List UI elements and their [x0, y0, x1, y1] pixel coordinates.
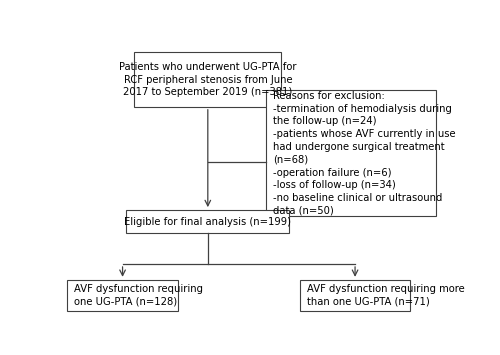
Text: Eligible for final analysis (n=199): Eligible for final analysis (n=199) [124, 217, 292, 226]
FancyBboxPatch shape [266, 91, 436, 216]
Text: AVF dysfunction requiring
one UG-PTA (n=128): AVF dysfunction requiring one UG-PTA (n=… [74, 284, 204, 307]
FancyBboxPatch shape [300, 280, 410, 311]
Text: Patients who underwent UG-PTA for
RCF peripheral stenosis from June
2017 to Sept: Patients who underwent UG-PTA for RCF pe… [119, 62, 296, 97]
Text: AVF dysfunction requiring more
than one UG-PTA (n=71): AVF dysfunction requiring more than one … [307, 284, 464, 307]
Text: Reasons for exclusion:
-termination of hemodialysis during
the follow-up (n=24)
: Reasons for exclusion: -termination of h… [273, 91, 456, 216]
FancyBboxPatch shape [68, 280, 178, 311]
FancyBboxPatch shape [126, 210, 289, 233]
FancyBboxPatch shape [134, 52, 282, 107]
